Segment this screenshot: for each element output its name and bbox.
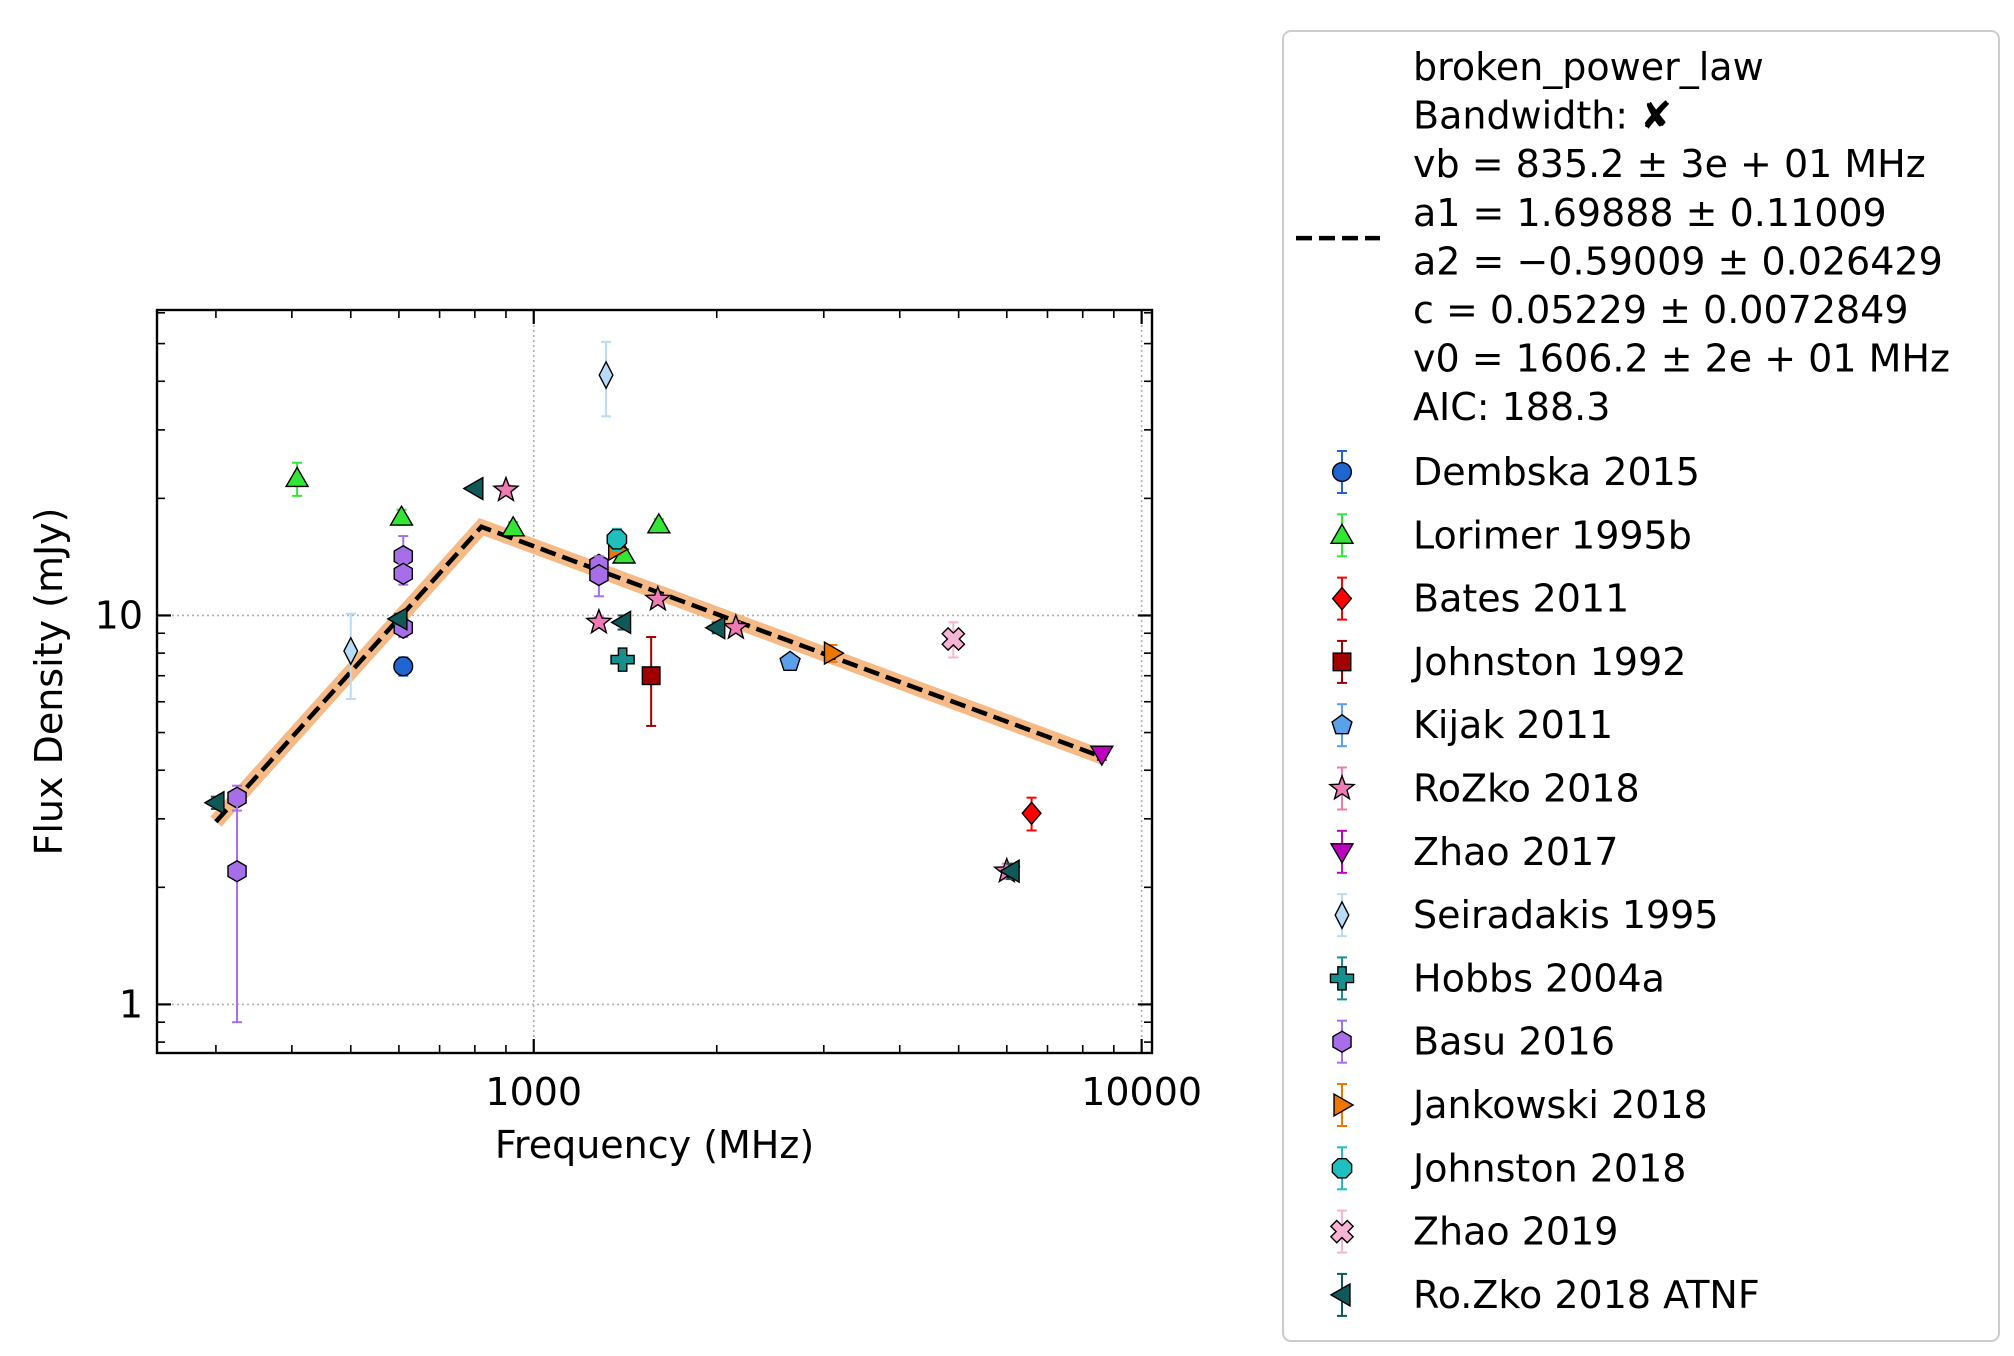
legend-marker	[1329, 1282, 1351, 1308]
legend-marker	[1332, 652, 1352, 672]
legend-label: Zhao 2017	[1413, 830, 1618, 874]
data-point	[610, 610, 632, 635]
legend-fit-line: a2 = −0.59009 ± 0.026429	[1413, 239, 1943, 283]
series-basu-2016	[227, 535, 609, 1024]
legend-marker	[1331, 586, 1353, 611]
legend-marker	[1329, 843, 1355, 865]
data-point	[1089, 745, 1114, 767]
legend-fit-line: broken_power_law	[1413, 45, 1764, 89]
legend-marker	[1334, 900, 1350, 930]
data-point	[721, 613, 750, 640]
data-point	[584, 607, 613, 635]
legend-label: Lorimer 1995b	[1413, 513, 1692, 557]
legend-label: Ro.Zko 2018 ATNF	[1413, 1273, 1760, 1317]
legend-label: Zhao 2019	[1413, 1210, 1618, 1254]
legend-label: Basu 2016	[1413, 1020, 1615, 1064]
data-point	[610, 647, 635, 672]
series-hobbs-2004a	[610, 647, 635, 672]
data-point	[643, 584, 672, 612]
legend-label: Dembska 2015	[1413, 450, 1700, 494]
legend-label: RoZko 2018	[1413, 767, 1640, 811]
data-point	[606, 528, 628, 550]
data-point	[823, 640, 845, 666]
data-point	[284, 466, 310, 488]
data-point	[779, 650, 801, 671]
data-point	[462, 476, 484, 501]
legend-marker	[1331, 1157, 1353, 1179]
y-tick-label: 10	[95, 593, 143, 637]
data-point	[704, 615, 726, 640]
data-point	[343, 636, 359, 666]
legend-label: Bates 2011	[1413, 577, 1629, 621]
fit-curve	[214, 524, 1106, 824]
legend-label: Kijak 2011	[1413, 703, 1613, 747]
data-point	[386, 606, 408, 632]
data-point	[491, 475, 520, 502]
data-point	[646, 512, 672, 534]
legend-marker	[1329, 1219, 1355, 1244]
legend: broken_power_law Bandwidth: ✘vb = 835.2 ±…	[1282, 30, 2000, 1342]
legend-label: Johnston 1992	[1411, 640, 1686, 684]
series-dembska-2015	[393, 656, 414, 677]
data-point	[393, 562, 414, 586]
legend-marker	[1329, 522, 1355, 544]
legend-label: Hobbs 2004a	[1413, 956, 1665, 1000]
series-johnston-2018	[606, 527, 628, 552]
data-point	[598, 360, 614, 390]
data-point	[203, 790, 225, 815]
legend-marker	[1331, 713, 1353, 735]
series-zhao-2017	[1089, 745, 1114, 767]
legend-marker	[1333, 1092, 1355, 1118]
legend-fit-line: AIC: 188.3	[1413, 385, 1610, 429]
legend-marker	[1328, 773, 1356, 801]
legend-label: Seiradakis 1995	[1413, 893, 1719, 937]
series-johnston-1992	[641, 636, 661, 727]
legend-fit-line: c = 0.05229 ± 0.0072849	[1413, 288, 1909, 332]
series-ro-zko-2018-atnf	[203, 476, 1020, 884]
series-kijak-2011	[779, 650, 801, 671]
axes: 1000 10000 1 10 Frequency (MHz) Flux Density …	[27, 308, 1202, 1167]
data-point	[389, 504, 414, 526]
y-tick-label: 1	[119, 982, 143, 1026]
data-point	[227, 859, 247, 883]
legend-fit-line: a1 = 1.69888 ± 0.11009	[1413, 191, 1887, 235]
legend-marker	[1331, 461, 1353, 483]
plot-area	[157, 310, 1152, 1053]
x-axis-label: Frequency (MHz)	[495, 1123, 814, 1167]
data-point	[501, 515, 526, 537]
data-point	[1021, 801, 1042, 826]
y-axis-label: Flux Density (mJy)	[27, 508, 71, 856]
data-point	[641, 666, 661, 686]
legend-marker	[1332, 1030, 1352, 1053]
series-seiradakis-1995	[343, 340, 614, 700]
legend-box	[1282, 30, 2000, 1342]
data-point	[589, 563, 609, 587]
legend-fit-line: vb = 835.2 ± 3e + 01 MHz	[1413, 142, 1926, 186]
series-zhao-2019	[941, 621, 966, 659]
legend-label: Johnston 2018	[1411, 1146, 1686, 1190]
x-tick-label: 10000	[1081, 1070, 1202, 1114]
data-point	[998, 859, 1020, 884]
legend-marker	[1329, 966, 1355, 991]
data-point	[941, 626, 966, 652]
data-point	[393, 656, 414, 677]
series-bates-2011	[1021, 796, 1042, 832]
legend-fit-line: Bandwidth: ✘	[1413, 94, 1672, 138]
axes-frame	[155, 308, 1154, 1055]
legend-label: Jankowski 2018	[1411, 1083, 1708, 1127]
x-tick-label: 1000	[485, 1070, 582, 1114]
series-rozko-2018	[491, 475, 1021, 884]
legend-fit-line: v0 = 1606.2 ± 2e + 01 MHz	[1413, 337, 1950, 381]
